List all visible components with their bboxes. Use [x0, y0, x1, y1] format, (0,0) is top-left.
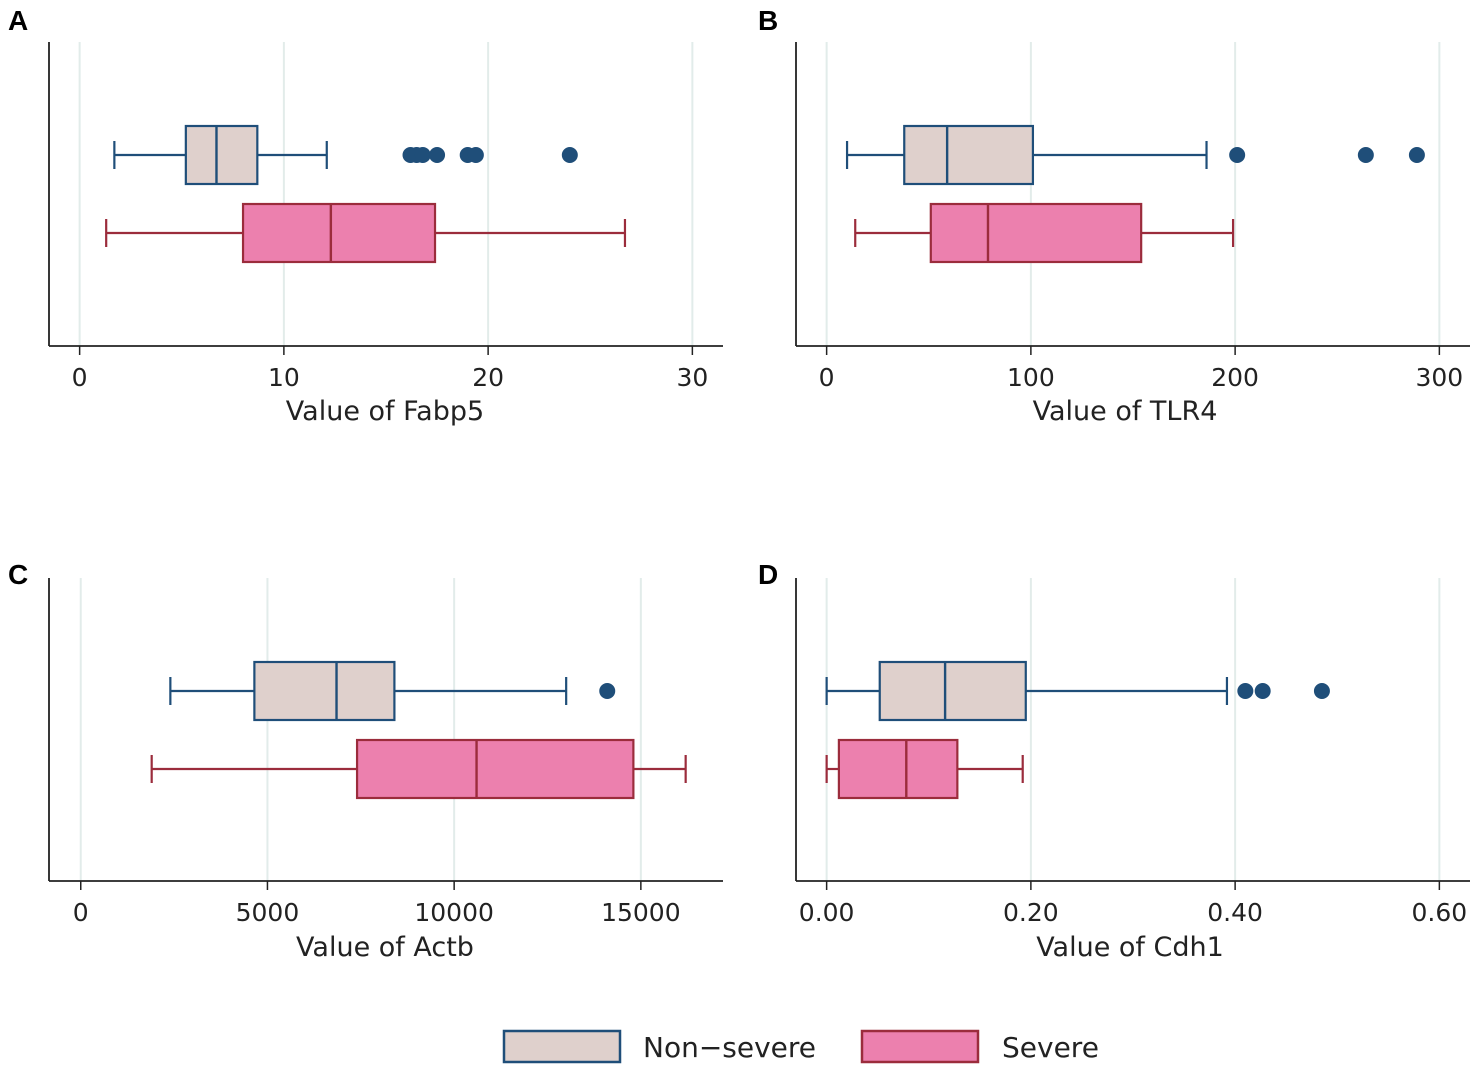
tick-labels-d: 0.00 0.20 0.40 0.60 — [799, 898, 1467, 927]
outlier-d-non-severe-2 — [1313, 683, 1330, 699]
outlier-a-non-severe-5 — [467, 147, 484, 163]
boxes-b — [845, 124, 1425, 264]
x-tick-label-c-1: 5000 — [236, 898, 300, 927]
outlier-a-non-severe-6 — [561, 147, 578, 163]
axes-d — [795, 578, 1470, 890]
box-b-non-severe — [903, 124, 1035, 186]
x-axis-title-d: Value of Cdh1 — [1036, 932, 1224, 963]
box-c-non-severe — [253, 660, 396, 722]
outlier-b-non-severe-2 — [1408, 147, 1425, 163]
panel-label-b: B — [758, 5, 778, 36]
x-tick-label-d-3: 0.60 — [1412, 898, 1468, 927]
chart-panel-b: B 0 100 200 300 Value of TLR4 — [758, 5, 1470, 427]
box-c-severe — [355, 738, 635, 800]
x-tick-label-b-1: 100 — [1007, 363, 1055, 392]
panel-label-c: C — [8, 559, 28, 590]
x-tick-label-b-0: 0 — [819, 363, 835, 392]
x-tick-label-d-0: 0.00 — [799, 898, 855, 927]
x-tick-label-c-0: 0 — [73, 898, 89, 927]
tick-labels-b: 0 100 200 300 — [819, 363, 1464, 392]
box-a-non-severe — [184, 124, 259, 186]
x-tick-label-a-0: 0 — [72, 363, 88, 392]
axes-c — [48, 578, 723, 890]
x-tick-label-a-1: 10 — [268, 363, 300, 392]
legend-swatch-non-severe — [502, 1029, 622, 1064]
chart-panel-d: D 0.00 0.20 0.40 0.60 Value of Cdh1 — [758, 559, 1470, 963]
outlier-b-non-severe-0 — [1229, 147, 1246, 163]
x-axis-title-c: Value of Actb — [296, 932, 474, 963]
outlier-a-non-severe-3 — [429, 147, 446, 163]
x-tick-label-b-3: 300 — [1416, 363, 1464, 392]
box-d-severe — [837, 738, 959, 800]
axes-b — [795, 42, 1470, 355]
outlier-a-non-severe-2 — [414, 147, 431, 163]
x-tick-label-c-3: 15000 — [601, 898, 681, 927]
box-b-severe — [929, 202, 1143, 264]
boxes-a — [105, 124, 627, 264]
tick-labels-c: 0 5000 10000 15000 — [73, 898, 681, 927]
legend-swatch-severe — [860, 1029, 980, 1064]
x-axis-title-a: Value of Fabp5 — [286, 396, 484, 427]
panel-label-d: D — [758, 559, 778, 590]
gridlines-a — [78, 42, 694, 346]
x-tick-label-a-3: 30 — [676, 363, 708, 392]
outlier-d-non-severe-0 — [1237, 683, 1254, 699]
x-tick-label-b-2: 200 — [1211, 363, 1259, 392]
outlier-d-non-severe-1 — [1254, 683, 1271, 699]
outlier-c-non-severe-0 — [599, 683, 616, 699]
x-axis-title-b: Value of TLR4 — [1033, 396, 1218, 427]
axes-a — [48, 42, 723, 355]
x-tick-label-c-2: 10000 — [414, 898, 494, 927]
chart-panel-a: A 0 10 20 30 Value of Fabp5 — [8, 5, 723, 427]
tick-labels-a: 0 10 20 30 — [72, 363, 709, 392]
legend: Non−severe Severe — [502, 1029, 1099, 1064]
panel-label-a: A — [8, 5, 28, 36]
x-tick-label-d-2: 0.40 — [1207, 898, 1263, 927]
chart-panel-c: C 0 5000 10000 15000 Value of Actb — [8, 559, 723, 963]
legend-label-non-severe: Non−severe — [643, 1031, 816, 1064]
gridlines-b — [825, 42, 1441, 346]
legend-label-severe: Severe — [1002, 1031, 1099, 1064]
boxes-d — [825, 660, 1330, 800]
outlier-b-non-severe-1 — [1357, 147, 1374, 163]
box-d-non-severe — [878, 660, 1027, 722]
boxes-c — [150, 660, 687, 800]
box-a-severe — [241, 202, 437, 264]
x-tick-label-d-1: 0.20 — [1003, 898, 1059, 927]
gridlines-d — [825, 578, 1441, 881]
gridlines-c — [79, 578, 642, 881]
x-tick-label-a-2: 20 — [472, 363, 504, 392]
